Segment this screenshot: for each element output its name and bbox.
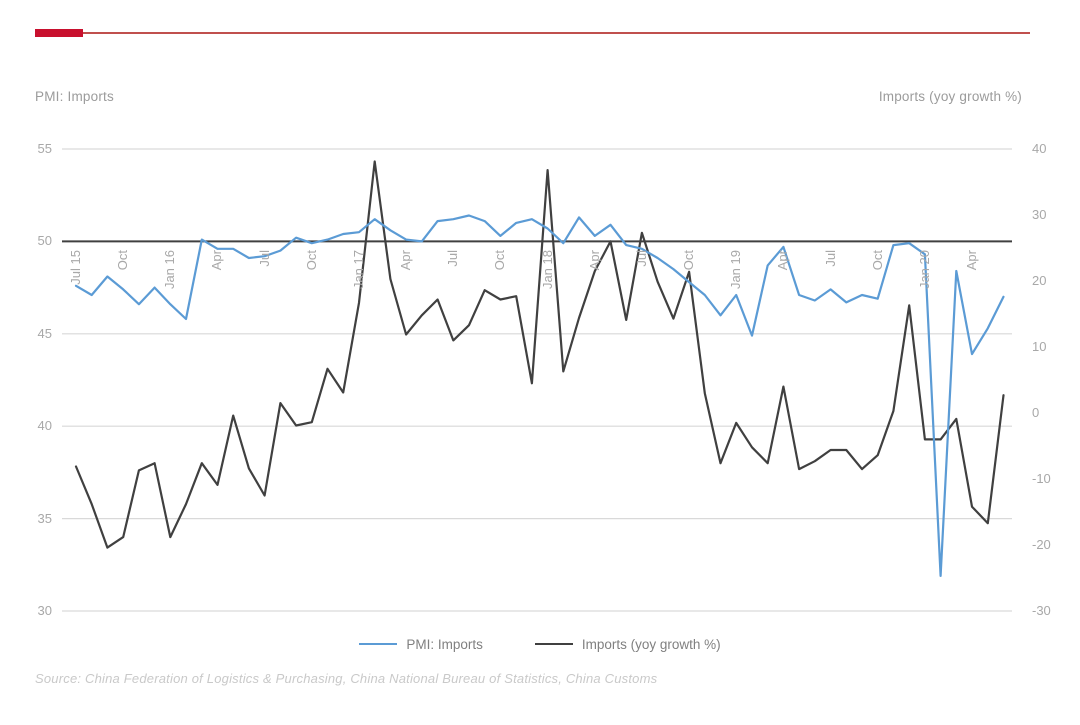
x-axis-tick-oct: Oct: [303, 250, 319, 271]
right-axis-tick-20: 20: [1032, 273, 1047, 288]
right-axis-title: Imports (yoy growth %): [878, 89, 1022, 104]
left-axis-tick-40: 40: [37, 418, 52, 434]
x-axis-tick-jan-16: Jan 16: [162, 250, 178, 290]
left-axis-tick-35: 35: [37, 510, 52, 526]
x-axis-tick-oct: Oct: [115, 250, 131, 271]
top-red-rule: [35, 32, 1030, 34]
x-axis-tick-jan-17: Jan 17: [350, 250, 366, 290]
left-axis-tick-50: 50: [37, 233, 52, 249]
source-note: Source: China Federation of Logistics & …: [35, 671, 658, 686]
x-axis-tick-jul-15: Jul 15: [68, 250, 83, 285]
left-axis-tick-55: 55: [37, 141, 52, 156]
series-line-pmi-imports: [74, 214, 1005, 578]
x-axis-tick-jul: Jul: [633, 250, 649, 267]
right-axis-tick-0: 0: [1032, 405, 1040, 420]
chart-legend: PMI: Imports Imports (yoy growth %): [0, 634, 1080, 654]
x-axis-tick-apr: Apr: [775, 250, 791, 271]
legend-item: Imports (yoy growth %): [534, 636, 721, 652]
x-axis-tick-jan-19: Jan 19: [728, 250, 744, 290]
legend-item: PMI: Imports: [359, 637, 483, 652]
x-axis-tick-oct: Oct: [492, 250, 508, 271]
legend-line-swatch: [534, 643, 573, 645]
left-axis-title: PMI: Imports: [35, 89, 114, 104]
x-axis-tick-jul: Jul: [256, 250, 272, 267]
right-axis-tick--10: -10: [1032, 471, 1051, 486]
x-axis-tick-apr: Apr: [964, 250, 980, 271]
x-axis-tick-jan-18: Jan 18: [539, 250, 555, 290]
series-line-imports-yoy: [74, 160, 1005, 549]
x-axis-tick-apr: Apr: [398, 250, 414, 271]
left-axis-tick-30: 30: [37, 603, 52, 618]
x-axis-tick-jul: Jul: [822, 250, 838, 267]
right-axis-tick-30: 30: [1032, 207, 1047, 222]
legend-line-swatch: [359, 643, 398, 645]
right-axis-tick-10: 10: [1032, 339, 1047, 354]
x-axis-tick-apr: Apr: [586, 250, 602, 271]
x-axis-tick-oct: Oct: [681, 250, 697, 271]
red-accent-bar: [35, 29, 83, 37]
legend-label: PMI: Imports: [406, 636, 483, 652]
legend-label: Imports (yoy growth %): [581, 636, 721, 652]
right-axis-tick-40: 40: [1032, 141, 1047, 156]
x-axis-tick-apr: Apr: [209, 250, 225, 271]
left-axis-tick-45: 45: [37, 325, 52, 341]
x-axis-tick-oct: Oct: [869, 250, 885, 271]
right-axis-tick--20: -20: [1032, 537, 1051, 552]
right-axis-tick--30: -30: [1032, 603, 1051, 618]
x-axis-tick-jan-20: Jan 20: [916, 250, 932, 290]
x-axis-tick-jul: Jul: [445, 250, 461, 267]
